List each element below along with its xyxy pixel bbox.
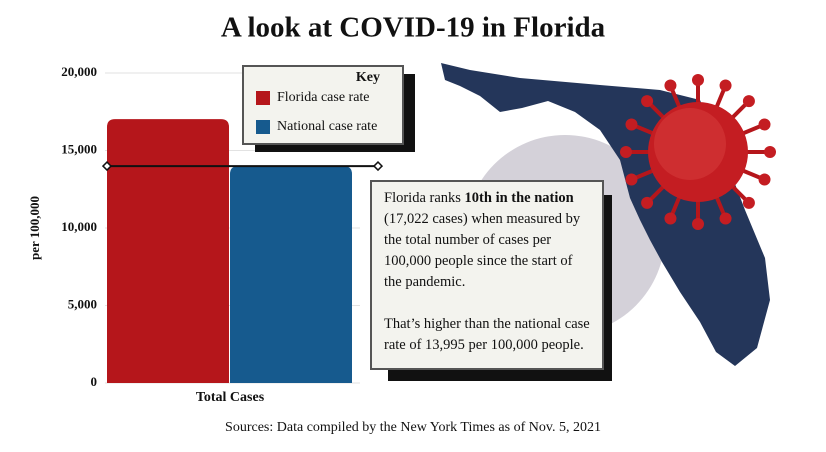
virus-spike-tip (764, 146, 776, 158)
virus-spike-tip (692, 218, 704, 230)
y-axis-label: per 100,000 (27, 196, 42, 260)
legend-label: Florida case rate (277, 90, 370, 105)
virus-spike-tip (625, 118, 638, 131)
reference-line-end (372, 161, 384, 172)
annotation-text: That’s higher than the national case rat… (384, 316, 590, 353)
virus-spike-tip (758, 118, 771, 131)
x-tick-label: Total Cases (196, 390, 265, 405)
annotation-text: Florida ranks (384, 190, 461, 206)
virus-spike-tip (719, 79, 732, 92)
virus-illustration (620, 74, 776, 230)
virus-spike-tip (641, 95, 654, 108)
annotation-box: Florida ranks 10th in the nation (17,022… (370, 180, 604, 370)
annotation-paragraph: That’s higher than the national case rat… (384, 314, 592, 356)
virus-spike-tip (641, 196, 654, 209)
virus-spike-tip (758, 173, 771, 186)
virus-spike-tip (620, 146, 632, 158)
y-tick-label: 20,000 (61, 64, 97, 79)
virus-spike-tip (664, 212, 677, 225)
chart-title: A look at COVID-19 in Florida (221, 12, 606, 44)
legend-title: Key (356, 70, 380, 85)
annotation-emphasis: 10th in the nation (464, 190, 574, 206)
y-tick-label: 10,000 (61, 219, 97, 234)
bar (230, 166, 352, 383)
virus-spike-tip (692, 74, 704, 86)
legend-swatch (256, 120, 270, 134)
bar (107, 119, 229, 383)
virus-spike-tip (625, 173, 638, 186)
y-tick-label: 0 (91, 374, 98, 389)
virus-spike-tip (742, 95, 755, 108)
virus-shade (654, 108, 726, 180)
y-tick-label: 15,000 (61, 141, 97, 156)
virus-spike-tip (719, 212, 732, 225)
virus-spike-tip (742, 196, 755, 209)
legend-label: National case rate (277, 119, 377, 134)
virus-spike-tip (664, 79, 677, 92)
annotation-text: (17,022 cases) when measured by the tota… (384, 211, 581, 290)
source: Sources: Data compiled by the New York T… (225, 420, 601, 435)
y-tick-label: 5,000 (68, 296, 97, 311)
reference-line-end (101, 161, 113, 172)
annotation-paragraph: Florida ranks 10th in the nation (17,022… (384, 188, 592, 293)
legend-swatch (256, 91, 270, 105)
